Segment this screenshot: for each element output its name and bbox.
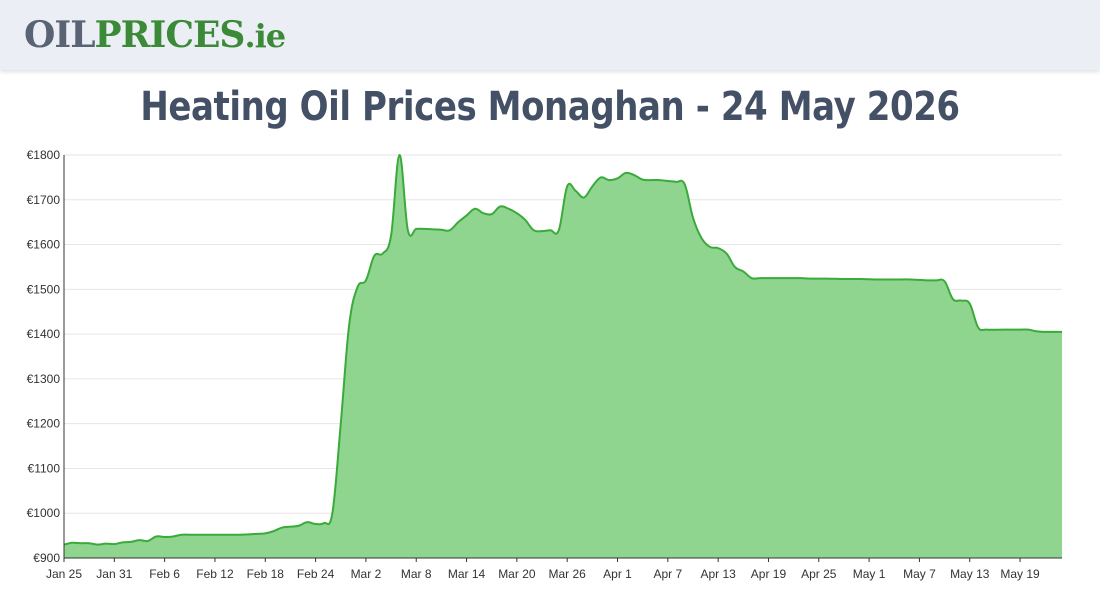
site-logo[interactable]: OILPRICES.ie [24,13,286,58]
y-tick-label: €1600 [27,238,61,252]
y-tick-label: €1700 [27,193,61,207]
y-tick-label: €1800 [27,148,61,162]
chart-area-layer [63,153,1062,559]
y-tick-label: €900 [33,551,60,565]
x-tick-label: Jan 31 [96,567,132,581]
x-tick-label: Mar 2 [351,567,382,581]
logo-text-domain: .ie [244,17,286,55]
logo-text-prices: PRICES [94,14,246,56]
x-tick-label: Feb 18 [247,567,285,581]
y-tick-label: €1200 [27,417,61,431]
y-tick-label: €1300 [27,372,61,386]
chart-axes: €900 €1000 €1100 €1200 €1300 €1400 €1500 €1600 €… [27,148,1062,581]
price-area-fill [64,154,1062,559]
chart-title: Heating Oil Prices Monaghan - 24 May 202… [140,84,960,130]
x-tick-label: Mar 20 [498,567,536,581]
x-tick-label: May 7 [903,567,936,581]
logo-text-oil: OIL [24,14,96,56]
x-tick-label: Mar 8 [401,567,432,581]
y-tick-label: €1000 [27,506,61,520]
x-tick-label: Apr 1 [603,567,632,581]
x-tick-label: May 1 [853,567,886,581]
price-series-line [63,153,1062,546]
x-tick-label: Mar 14 [448,567,486,581]
site-header: OILPRICES.ie [0,0,1100,70]
x-tick-label: Apr 7 [653,567,682,581]
x-tick-label: Feb 6 [149,567,180,581]
x-tick-label: Apr 25 [801,567,837,581]
y-tick-label: €1500 [27,282,61,296]
y-tick-label: €1100 [28,461,61,475]
x-tick-label: Apr 19 [751,567,787,581]
x-tick-label: May 13 [950,567,990,581]
y-tick-label: €1400 [27,327,61,341]
x-tick-label: Feb 12 [196,567,234,581]
x-tick-label: May 19 [1000,567,1040,581]
x-tick-label: Jan 25 [46,567,82,581]
x-tick-label: Apr 13 [700,567,736,581]
x-tick-label: Mar 26 [549,567,587,581]
x-tick-label: Feb 24 [297,567,335,581]
